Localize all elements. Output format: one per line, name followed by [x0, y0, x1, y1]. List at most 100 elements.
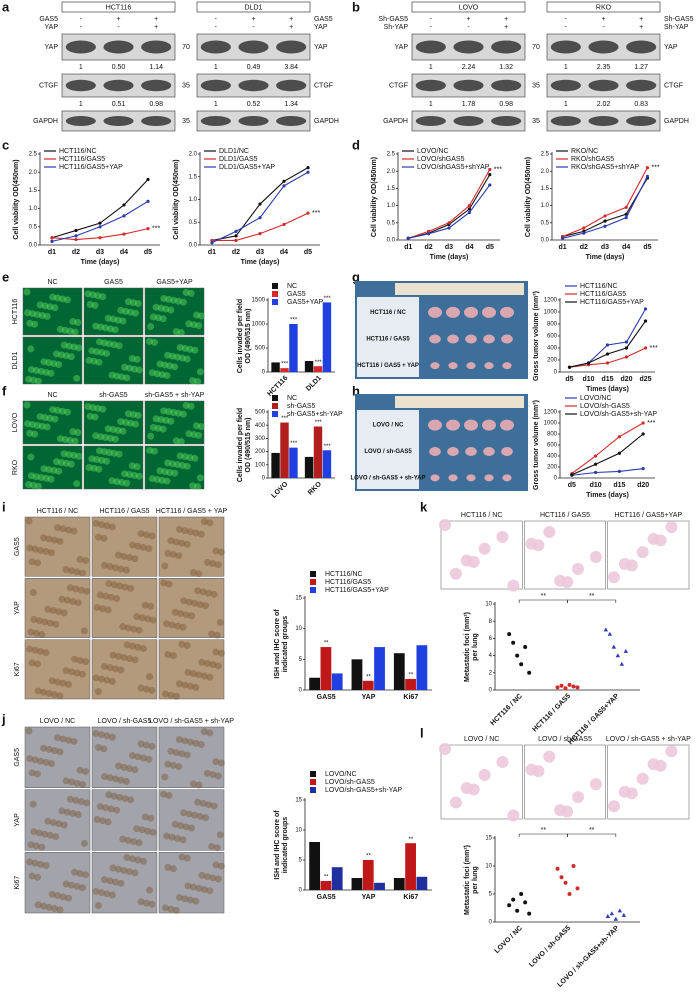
- bar: [351, 659, 363, 690]
- texture-dot: [58, 595, 66, 603]
- texture-dot: [60, 821, 68, 829]
- texture-dot: [165, 295, 173, 303]
- legend-swatch: [310, 771, 316, 777]
- texture-dot: [175, 525, 183, 533]
- column-header: LOVO / sh-GAS5: [98, 718, 152, 725]
- blot-band: [453, 40, 484, 54]
- micrograph-texture: [147, 401, 205, 446]
- blot-band: [103, 40, 134, 54]
- texture-dot: [196, 601, 204, 609]
- tumor: [501, 334, 513, 344]
- texture-dot: [135, 839, 143, 847]
- texture-dot: [122, 566, 130, 574]
- blot-band: [141, 40, 172, 54]
- blot-band: [550, 116, 581, 126]
- texture-dot: [49, 406, 57, 414]
- texture-dot: [210, 590, 218, 598]
- texture-dot: [94, 688, 102, 696]
- texture-dot: [154, 424, 162, 432]
- y-axis-label: Cell viability OD(450nm): [13, 159, 20, 239]
- y-tick-label: 0.0: [29, 243, 38, 249]
- bar: [289, 324, 298, 372]
- legend-label: LOVO/shGAS5+shYAP: [417, 164, 490, 171]
- significance: **: [366, 854, 371, 860]
- point: [575, 886, 580, 891]
- y-tick-label: 0: [489, 920, 493, 926]
- line-marker: [643, 346, 648, 350]
- texture-dot: [60, 450, 68, 458]
- texture-dot: [167, 537, 175, 545]
- bar: [320, 881, 332, 890]
- condition-label: Sh-YAP: [664, 24, 689, 31]
- condition-sign: -: [602, 24, 605, 31]
- micrograph: [22, 445, 83, 490]
- texture-dot: [182, 611, 190, 619]
- legend-label: HCT116/GAS5+YAP: [325, 587, 389, 594]
- texture-dot: [90, 357, 98, 365]
- band-quantification: 1: [429, 101, 433, 108]
- legend-label: HCT116/NC: [580, 283, 618, 290]
- micrograph: [24, 516, 91, 577]
- bar: [271, 362, 280, 372]
- texture-dot: [113, 478, 121, 486]
- texture-dot: [217, 548, 225, 556]
- blot-band: [65, 79, 96, 92]
- texture-dot: [40, 358, 48, 366]
- point: [621, 912, 627, 917]
- micrograph-texture: [23, 401, 82, 445]
- texture-dot: [77, 798, 85, 806]
- texture-dot: [103, 522, 111, 530]
- texture-dot: [131, 869, 139, 877]
- x-tick-label: d10: [582, 376, 594, 383]
- line-marker: [582, 226, 586, 230]
- y-axis-label: Cell viability OD(450nm): [525, 157, 532, 237]
- texture-dot: [171, 608, 179, 616]
- texture-dot: [94, 404, 102, 412]
- texture-dot: [200, 886, 208, 894]
- x-tick-label: d1: [208, 249, 216, 256]
- line-marker: [641, 421, 645, 425]
- y-tick-label: 0: [554, 476, 558, 482]
- significance: **: [366, 674, 371, 680]
- annotation: ***: [650, 345, 658, 352]
- texture-dot: [62, 352, 70, 360]
- bar: [313, 366, 323, 372]
- micrograph-texture: [525, 750, 602, 818]
- texture-dot: [101, 561, 109, 569]
- texture-dot: [127, 308, 135, 316]
- texture-dot: [554, 574, 567, 587]
- texture-dot: [26, 319, 34, 327]
- texture-dot: [150, 338, 158, 346]
- micrograph: [91, 726, 158, 788]
- texture-dot: [161, 690, 169, 698]
- texture-dot: [99, 605, 107, 613]
- texture-dot: [28, 310, 36, 318]
- texture-dot: [67, 460, 75, 468]
- column-header: GAS5+YAP: [156, 279, 193, 286]
- texture-dot: [203, 659, 211, 667]
- x-axis-label: Times (days): [586, 492, 629, 499]
- micrograph: [24, 852, 91, 914]
- texture-dot: [101, 433, 109, 441]
- line-marker: [624, 355, 629, 359]
- texture-dot: [193, 311, 201, 319]
- y-axis-label: Metastatic foci (mm²): [464, 612, 471, 682]
- texture-dot: [74, 318, 82, 326]
- texture-dot: [180, 809, 188, 817]
- texture-dot: [172, 748, 180, 756]
- tumor: [500, 306, 514, 318]
- band-quantification: 1: [429, 64, 433, 71]
- texture-dot: [175, 552, 183, 560]
- line-marker: [603, 219, 607, 223]
- texture-dot: [525, 537, 538, 550]
- texture-dot: [106, 325, 114, 333]
- micrograph-texture: [160, 579, 224, 639]
- protein-label: YAP: [395, 44, 409, 51]
- condition-sign: +: [466, 16, 470, 23]
- texture-dot: [554, 804, 567, 817]
- y-tick-label: 800: [547, 432, 558, 438]
- texture-dot: [142, 899, 150, 907]
- texture-dot: [97, 731, 105, 739]
- significance: ***: [324, 296, 332, 302]
- y-tick-label: 2.5: [29, 152, 38, 158]
